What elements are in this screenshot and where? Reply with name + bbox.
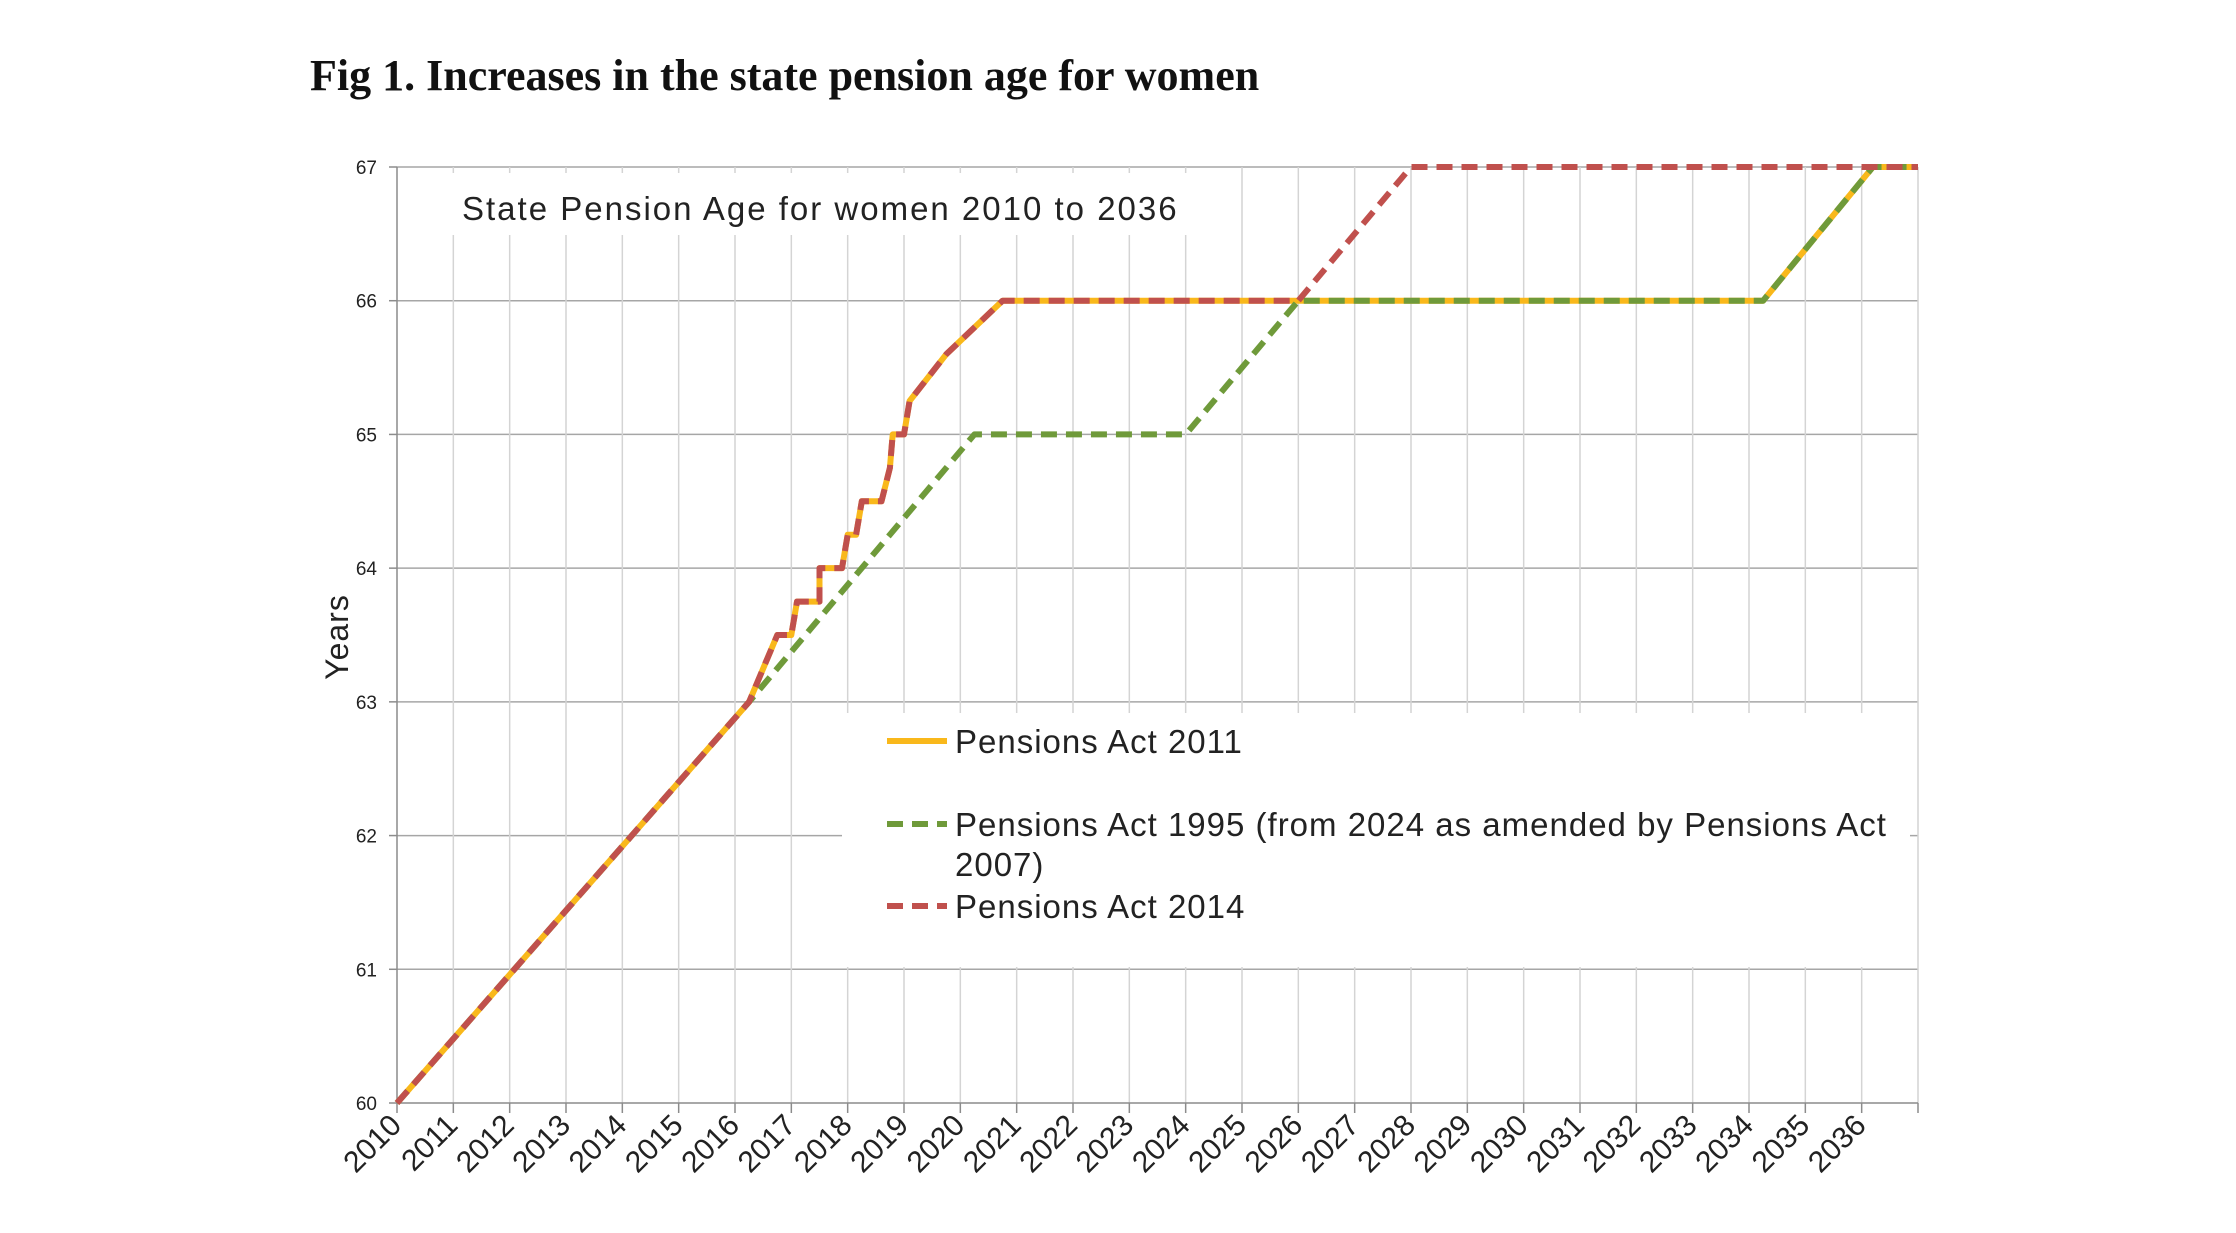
- y-tick-label: 63: [356, 693, 377, 714]
- legend-label-2: Pensions Act 1995 (from 2024 as amended …: [955, 806, 1887, 883]
- legend-label-line: 2007): [955, 846, 1044, 883]
- x-tick-label: 2033: [1633, 1109, 1704, 1180]
- x-tick-label: 2028: [1351, 1109, 1422, 1180]
- series-line-3: [394, 164, 1918, 1105]
- x-tick-label: 2017: [732, 1109, 803, 1180]
- x-tick-label: 2021: [957, 1109, 1028, 1180]
- x-tick-label: 2034: [1689, 1109, 1760, 1180]
- legend-label-1: Pensions Act 2011: [955, 723, 1243, 760]
- x-tick-label: 2032: [1577, 1109, 1648, 1180]
- x-tick-label: 2013: [506, 1109, 577, 1180]
- y-tick-label: 61: [356, 960, 377, 981]
- x-tick-label: 2016: [675, 1109, 746, 1180]
- x-tick-label: 2029: [1408, 1109, 1479, 1180]
- x-tick-label: 2014: [563, 1109, 634, 1180]
- legend-label-3: Pensions Act 2014: [955, 888, 1245, 925]
- y-axis-label: Years: [319, 594, 355, 680]
- x-tick-label: 2025: [1182, 1109, 1253, 1180]
- chart-title-background: [419, 173, 1209, 235]
- y-tick-label: 67: [356, 158, 377, 179]
- legend-label-line: Pensions Act 1995 (from 2024 as amended …: [955, 806, 1887, 843]
- x-tick-label: 2031: [1520, 1109, 1591, 1180]
- x-tick-label: 2023: [1070, 1109, 1141, 1180]
- series-line-2: [394, 164, 1918, 1105]
- y-tick-label: 65: [356, 425, 377, 446]
- x-tick-label: 2022: [1013, 1109, 1084, 1180]
- figure-title: Fig 1. Increases in the state pension ag…: [310, 51, 1260, 100]
- x-tick-label: 2030: [1464, 1109, 1535, 1180]
- x-tick-label: 2012: [450, 1109, 521, 1180]
- x-tick-label: 2018: [788, 1109, 859, 1180]
- x-tick-label: 2011: [395, 1109, 464, 1178]
- x-tick-label: 2020: [901, 1109, 972, 1180]
- chart-title: State Pension Age for women 2010 to 2036: [462, 190, 1179, 227]
- axes: 60 61 62 63 64 65 66 67 201020112012201320142015…: [337, 158, 1919, 1180]
- x-tick-label: 2027: [1295, 1109, 1366, 1180]
- x-tick-label: 2024: [1126, 1109, 1197, 1180]
- x-tick-label: 2010: [337, 1109, 408, 1180]
- y-tick-label: 66: [356, 292, 377, 313]
- x-tick-label: 2035: [1746, 1109, 1817, 1180]
- legend-background: [842, 713, 1910, 967]
- legend: Pensions Act 2011 Pensions Act 1995 (from…: [887, 723, 1887, 925]
- x-tick-label: 2036: [1802, 1109, 1873, 1180]
- y-tick-label: 60: [356, 1094, 377, 1115]
- y-tick-label: 62: [356, 827, 377, 848]
- x-tick-label: 2026: [1239, 1109, 1310, 1180]
- x-tick-label: 2015: [619, 1109, 690, 1180]
- y-tick-label: 64: [356, 559, 378, 580]
- x-tick-label: 2019: [844, 1109, 915, 1180]
- series: [394, 164, 1918, 1105]
